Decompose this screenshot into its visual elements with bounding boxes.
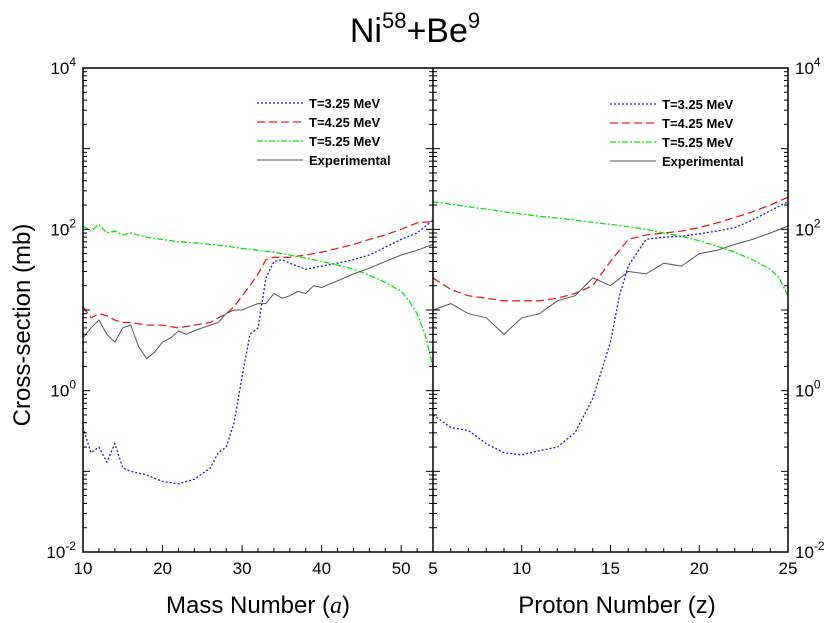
- plot-area: 10 20 30 40 50 T=3.25 MeV T=4.25 MeV T=5.25 MeV…: [46, 55, 825, 578]
- legend-label: T=4.25 MeV: [309, 115, 381, 130]
- legend-label: T=5.25 MeV: [309, 134, 381, 149]
- x-tick-label: 40: [312, 559, 331, 578]
- x-tick-label: 15: [601, 559, 620, 578]
- x-tick-label: 5: [428, 559, 437, 578]
- x-tick-label: 20: [153, 559, 172, 578]
- legend-label: T=3.25 MeV: [309, 96, 381, 111]
- panel-proton: 5 10 15 20 25 T=3.25 MeV T=4.25 MeV T=5.25 MeV E…: [428, 97, 797, 578]
- x-tick-label: 10: [74, 559, 93, 578]
- series-line-mass-1: [82, 220, 434, 329]
- legend-label: T=5.25 MeV: [662, 135, 734, 150]
- legend-label: Experimental: [309, 153, 391, 168]
- y-tick-label: 100: [795, 378, 821, 401]
- x-tick-label: 20: [690, 559, 709, 578]
- y-tick-label: 10-2: [795, 539, 825, 562]
- panel-mass: 10 20 30 40 50 T=3.25 MeV T=4.25 MeV T=5.25 MeV…: [74, 96, 434, 578]
- x-axis-label-proton: Proton Number (z): [518, 592, 715, 619]
- series-line-mass-2: [82, 223, 434, 367]
- y-axis-label: Cross-section (mb): [9, 224, 36, 427]
- y-tick-label: 102: [50, 216, 76, 239]
- series-line-mass-3: [82, 243, 434, 360]
- x-tick-label: 30: [233, 559, 252, 578]
- y-tick-label: 10-2: [46, 539, 76, 562]
- y-tick-label: 100: [50, 378, 76, 401]
- x-tick-label: 25: [779, 559, 798, 578]
- x-tick-label: 50: [392, 559, 411, 578]
- series-line-proton-2: [432, 201, 789, 297]
- series-line-mass-0: [82, 219, 434, 485]
- chart-title: Ni58+Be9: [350, 8, 480, 50]
- x-tick-label: 10: [512, 559, 531, 578]
- y-tick-label: 104: [50, 55, 76, 78]
- legend-label: T=3.25 MeV: [662, 97, 734, 112]
- y-tick-label: 104: [795, 55, 821, 78]
- y-tick-label: 102: [795, 216, 821, 239]
- legend-label: Experimental: [662, 154, 744, 169]
- legend-label: T=4.25 MeV: [662, 116, 734, 131]
- series-line-proton-0: [432, 201, 789, 456]
- series-line-proton-3: [432, 225, 789, 335]
- x-axis-label-mass: Mass Number (a): [166, 592, 350, 619]
- series-line-proton-1: [432, 196, 789, 302]
